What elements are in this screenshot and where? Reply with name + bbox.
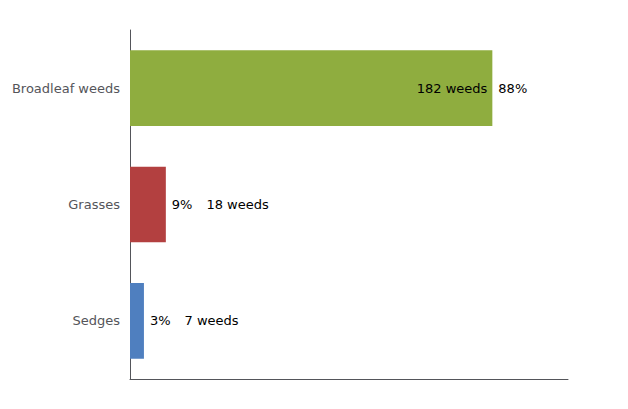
svg-text:Broadleaf weeds: Broadleaf weeds <box>12 81 120 96</box>
svg-text:Grasses: Grasses <box>68 197 120 212</box>
svg-text:Sedges: Sedges <box>72 313 120 328</box>
svg-text:18 weeds: 18 weeds <box>206 197 269 212</box>
svg-text:9%: 9% <box>172 197 193 212</box>
svg-text:3%: 3% <box>150 313 171 328</box>
svg-text:88%: 88% <box>498 81 527 96</box>
svg-text:7 weeds: 7 weeds <box>185 313 239 328</box>
svg-text:182 weeds: 182 weeds <box>417 81 488 96</box>
